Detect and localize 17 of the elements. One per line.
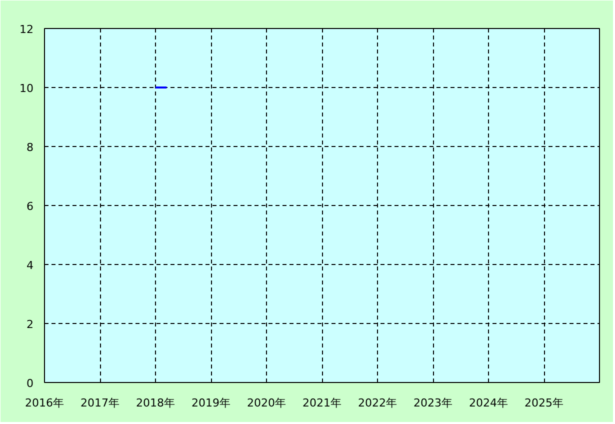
y-tick-label: 2: [26, 318, 34, 331]
x-tick-label: 2022年: [358, 396, 398, 410]
y-tick-label: 0: [26, 377, 34, 390]
x-tick-label: 2023年: [414, 396, 453, 410]
x-tick-label: 2016年: [25, 396, 64, 410]
y-tick-label: 8: [26, 141, 34, 154]
x-tick-label: 2024年: [469, 396, 508, 410]
y-tick-label: 4: [26, 259, 34, 272]
y-tick-label: 6: [26, 200, 34, 213]
x-tick-label: 2019年: [192, 396, 231, 410]
y-tick-label: 12: [20, 23, 34, 36]
x-tick-label: 2020年: [247, 396, 286, 410]
x-tick-label: 2018年: [136, 396, 176, 410]
y-tick-label: 10: [20, 82, 34, 95]
x-tick-label: 2017年: [80, 396, 120, 410]
x-tick-label: 2021年: [302, 396, 342, 410]
x-tick-label: 2025年: [524, 396, 564, 410]
